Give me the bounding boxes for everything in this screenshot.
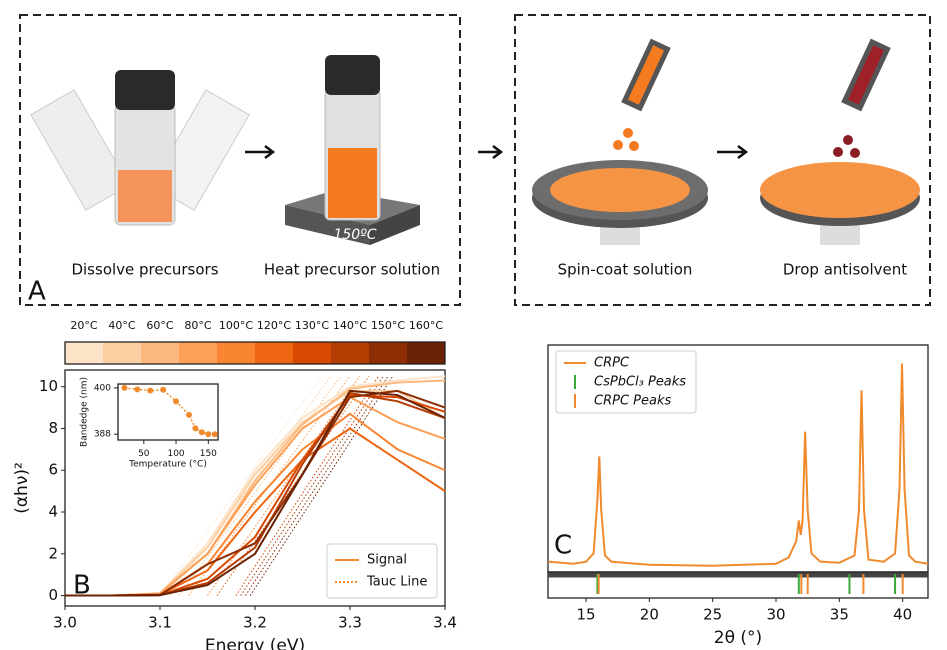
colorbar-label: 150°C — [371, 319, 405, 332]
x-tick-label: 25 — [703, 606, 722, 624]
hotplate-temp: 150ºC — [333, 227, 376, 243]
inset-point — [212, 431, 218, 437]
panel-label: C — [554, 531, 572, 561]
step-label: Heat precursor solution — [264, 261, 440, 279]
x-tick-label: 50 — [138, 449, 150, 459]
y-axis-label: Bandedge (nm) — [80, 377, 90, 447]
step-label: Dissolve precursors — [71, 261, 218, 279]
y-tick-label: 10 — [39, 377, 58, 395]
inset-point — [160, 387, 166, 393]
inset-point — [173, 398, 179, 404]
colorbar-swatch — [331, 342, 370, 364]
colorbar-swatch — [103, 342, 142, 364]
colorbar-label: 100°C — [219, 319, 253, 332]
antisolvent-icon — [760, 39, 920, 245]
y-tick-label: 2 — [48, 544, 58, 562]
x-tick-label: 100 — [167, 449, 184, 459]
colorbar-label: 130°C — [295, 319, 329, 332]
y-tick-label: 6 — [48, 461, 58, 479]
colorbar-swatch — [293, 342, 332, 364]
x-axis-label: 2θ (°) — [714, 628, 762, 648]
panel-label: B — [73, 571, 91, 601]
colorbar-swatch — [217, 342, 256, 364]
inset-point — [205, 431, 211, 437]
figure: 150ºC Dissolve precursors Heat precursor… — [0, 0, 947, 650]
x-tick-label: 3.1 — [148, 614, 172, 632]
x-tick-label: 30 — [766, 606, 785, 624]
x-tick-label: 3.3 — [338, 614, 362, 632]
x-axis-label: Energy (eV) — [205, 636, 305, 650]
x-tick-label: 3.4 — [433, 614, 457, 632]
x-tick-label: 35 — [830, 606, 849, 624]
colorbar-swatch — [255, 342, 294, 364]
x-tick-label: 150 — [200, 449, 217, 459]
inset-point — [147, 388, 153, 394]
inset-point — [192, 425, 198, 431]
y-axis-label: (αhν)² — [12, 462, 32, 514]
x-tick-label: 3.0 — [53, 614, 77, 632]
legend-label: Tauc Line — [366, 575, 427, 590]
arrow — [245, 146, 273, 158]
colorbar-swatch — [179, 342, 218, 364]
colorbar-swatch — [65, 342, 104, 364]
y-tick-label: 400 — [94, 383, 111, 393]
y-tick-label: 8 — [48, 419, 58, 437]
colorbar-label: 140°C — [333, 319, 367, 332]
charts: 20°C 40°C 60°C 80°C 100°C 120°C 130°C 140°C 150°… — [12, 319, 928, 650]
colorbar-label: 20°C — [70, 319, 97, 332]
x-tick-label: 40 — [893, 606, 912, 624]
inset-point — [199, 429, 205, 435]
colorbar-label: 160°C — [409, 319, 443, 332]
colorbar-swatch — [407, 342, 446, 364]
step-label: Drop antisolvent — [783, 261, 907, 279]
x-tick-label: 15 — [576, 606, 595, 624]
spin-coater-icon — [532, 39, 708, 245]
y-tick-label: 388 — [94, 430, 111, 440]
legend-label: CRPC — [594, 356, 630, 371]
step-label: Spin-coat solution — [558, 261, 693, 279]
arrow — [717, 146, 746, 158]
vials-icon — [31, 70, 249, 225]
x-axis-label: Temperature (°C) — [128, 460, 207, 470]
x-tick-label: 20 — [640, 606, 659, 624]
legend-label: Signal — [367, 553, 407, 568]
hotplate-icon — [285, 55, 420, 245]
x-tick-label: 3.2 — [243, 614, 267, 632]
colorbar-label: 40°C — [108, 319, 135, 332]
arrow — [478, 146, 501, 158]
y-tick-label: 4 — [48, 503, 58, 521]
colorbar-label: 80°C — [184, 319, 211, 332]
colorbar-label: 120°C — [257, 319, 291, 332]
inset-point — [134, 386, 140, 392]
legend-label: CRPC Peaks — [594, 394, 671, 409]
inset-point — [186, 412, 192, 418]
legend-label: CsPbCl₃ Peaks — [594, 375, 686, 390]
panel-label: A — [28, 277, 46, 307]
inset-point — [121, 385, 127, 391]
colorbar-label: 60°C — [146, 319, 173, 332]
colorbar-swatch — [369, 342, 408, 364]
panel-a: 150ºC Dissolve precursors Heat precursor… — [20, 15, 930, 307]
colorbar-swatch — [141, 342, 180, 364]
y-tick-label: 0 — [48, 586, 58, 604]
